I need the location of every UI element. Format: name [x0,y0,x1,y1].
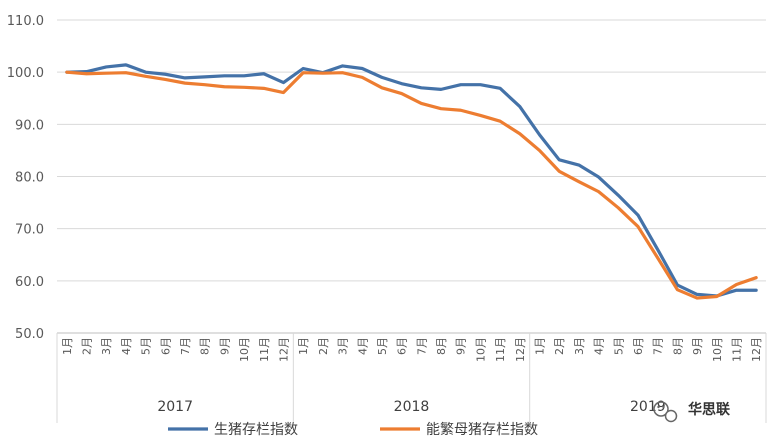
legend: 生猪存栏指数 能繁母猪存栏指数 [168,422,538,438]
x-tick-label: 12月 [750,337,763,362]
x-tick-label: 8月 [671,337,684,355]
x-tick-label: 10月 [711,337,724,362]
wechat-icon [653,401,678,423]
x-tick-label: 4月 [356,337,369,355]
x-tick-label: 12月 [514,337,527,362]
x-tick-label: 2月 [553,337,566,355]
x-tick-label: 4月 [593,337,606,355]
watermark: 华思联 [653,401,731,423]
grid-lines [57,19,766,334]
x-tick-label: 3月 [337,337,350,355]
x-tick-label: 9月 [455,337,468,355]
x-axis: 1月 2月 3月 4月 5月 6月 7月 8月 9月 10月 11月 12月 1月 2月 3月 4月 5月 6月 7… [56,332,767,423]
x-tick-label: 1月 [61,337,74,355]
x-tick-label: 9月 [691,337,704,355]
x-tick-label: 12月 [277,337,290,362]
x-tick-label: 5月 [140,337,153,355]
y-tick-label: 80.0 [15,171,44,186]
x-tick-label: 11月 [730,337,743,362]
watermark-text: 华思联 [688,401,731,418]
y-tick-label: 100.0 [7,66,44,81]
legend-label: 能繁母猪存栏指数 [426,422,538,438]
x-tick-label: 2月 [81,337,94,355]
x-tick-label: 10月 [238,337,251,362]
series-line-2 [65,70,758,300]
x-tick-label: 7月 [652,337,665,355]
x-tick-label: 3月 [573,337,586,355]
x-tick-label: 8月 [435,337,448,355]
x-tick-label: 8月 [199,337,212,355]
x-tick-label: 5月 [612,337,625,355]
x-tick-label: 11月 [258,337,271,362]
x-tick-label: 6月 [632,337,645,355]
x-tick-label: 11月 [494,337,507,362]
y-tick-label: 50.0 [15,327,44,342]
x-year-label: 2017 [157,399,193,415]
series-lines [65,63,758,300]
x-tick-label: 4月 [120,337,133,355]
legend-label: 生猪存栏指数 [214,422,298,438]
x-tick-label: 5月 [376,337,389,355]
x-tick-label: 6月 [159,337,172,355]
y-tick-label: 70.0 [15,223,44,238]
series-line-1 [65,63,758,298]
x-tick-label: 6月 [396,337,409,355]
x-tick-label: 7月 [415,337,428,355]
x-year-label: 2018 [394,399,430,415]
y-tick-label: 60.0 [15,275,44,290]
y-tick-label: 110.0 [7,14,44,29]
x-tick-label: 7月 [179,337,192,355]
x-tick-label: 10月 [474,337,487,362]
x-tick-label: 1月 [534,337,547,355]
x-tick-label: 2月 [317,337,330,355]
y-tick-label: 90.0 [15,118,44,133]
x-tick-label: 1月 [297,337,310,355]
x-tick-label: 9月 [218,337,231,355]
x-tick-label: 3月 [100,337,113,355]
y-axis-tick-labels: 50.0 60.0 70.0 80.0 90.0 100.0 110.0 [7,14,44,342]
